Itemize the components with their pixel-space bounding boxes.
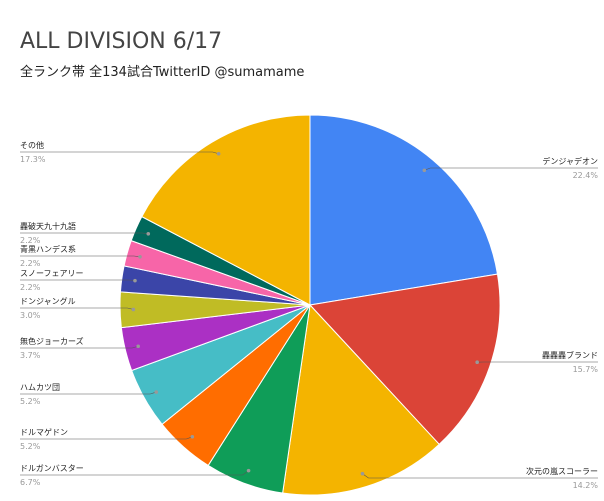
leader-dot: [154, 390, 159, 394]
leader-dot: [136, 344, 140, 349]
leader-line: [20, 391, 157, 395]
slice-label: その他: [20, 140, 44, 150]
leader-dot: [138, 254, 142, 259]
slice-label: ドンジャングル: [20, 296, 76, 306]
leader-line: [362, 473, 598, 479]
slice-value-label: 2.2%: [20, 283, 41, 292]
slice-label: 青黒ハンデス系: [20, 244, 76, 254]
slice-value-label: 6.7%: [20, 478, 41, 487]
leader-line: [20, 255, 141, 258]
leader-dot: [133, 278, 137, 283]
leader-line: [20, 279, 136, 281]
slice-label: ドルマゲドン: [20, 427, 68, 437]
leader-line: [20, 470, 249, 476]
slice-value-label: 5.2%: [20, 397, 41, 406]
pie-slice: [309, 114, 499, 306]
leader-line: [20, 307, 134, 310]
leader-dot: [475, 360, 479, 365]
leader-line: [424, 167, 598, 171]
leader-dot: [360, 471, 365, 476]
slice-label: 次元の嵐スコーラー: [526, 466, 598, 476]
slice-value-label: 22.4%: [573, 171, 599, 180]
slice-value-label: 14.2%: [573, 481, 599, 490]
leader-dot: [146, 232, 151, 236]
slice-label: ハムカツ団: [20, 383, 60, 392]
leader-dot: [131, 307, 136, 312]
slice-value-label: 2.2%: [20, 259, 41, 268]
slice-label: 無色ジョーカーズ: [20, 336, 84, 346]
slice-value-label: 2.2%: [20, 236, 41, 245]
slice-label: ドルガンバスター: [20, 463, 84, 473]
slice-value-label: 3.7%: [20, 351, 41, 360]
pie-slice: [141, 114, 311, 306]
slice-label: スノーフェアリー: [20, 269, 84, 278]
slice-label: 轟轟轟ブランド: [542, 350, 598, 360]
leader-dot: [216, 151, 221, 156]
leader-dot: [246, 468, 251, 473]
chart-subtitle: 全ランク帯 全134試合TwitterID @sumamame: [20, 64, 304, 80]
leader-line: [20, 345, 139, 349]
slice-value-label: 3.0%: [20, 311, 41, 320]
slice-value-label: 5.2%: [20, 442, 41, 451]
pie-slice: [309, 273, 501, 446]
leader-dot: [422, 168, 427, 173]
leader-dot: [190, 435, 195, 439]
leader-line: [20, 436, 193, 440]
slice-label: デンジャデオン: [542, 156, 598, 166]
leader-line: [20, 151, 219, 155]
slice-value-label: 17.3%: [20, 155, 46, 164]
chart-title: ALL DIVISION 6/17: [20, 29, 222, 54]
leader-line: [20, 232, 149, 235]
slice-label: 轟破天九十九語: [20, 221, 76, 231]
slice-value-label: 15.7%: [573, 365, 599, 374]
pie-slice: [282, 303, 440, 496]
